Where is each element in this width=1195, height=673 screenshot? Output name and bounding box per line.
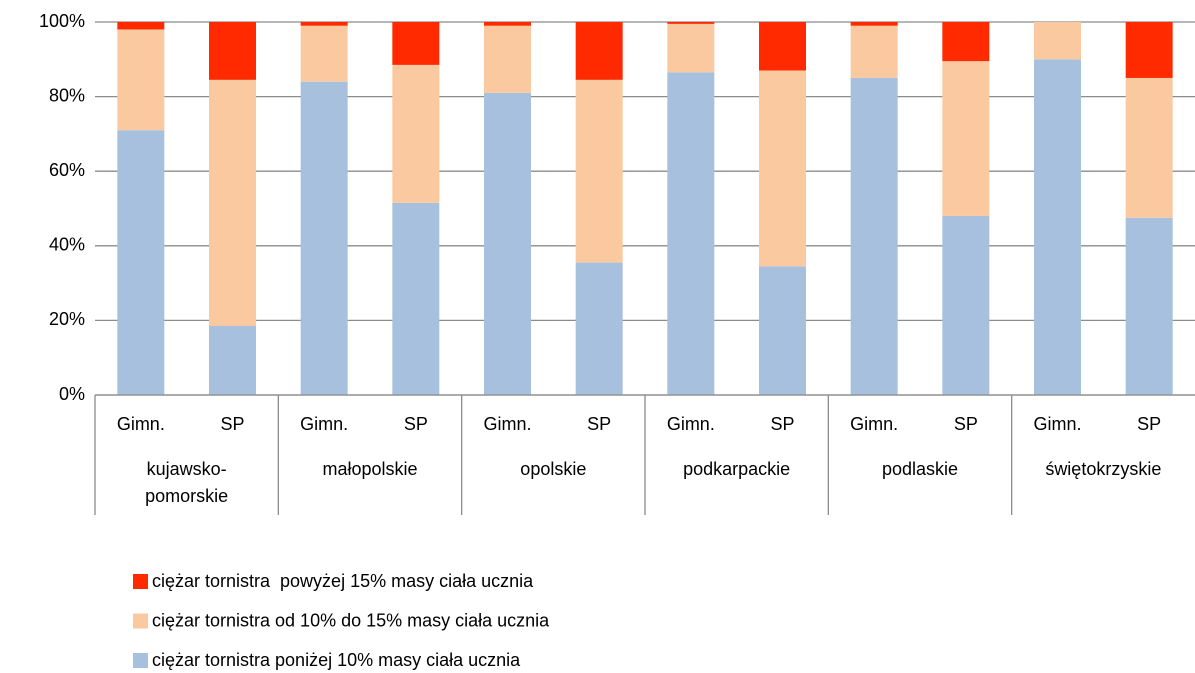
bar-segment: [117, 22, 165, 30]
y-tick-label: 20%: [49, 309, 85, 329]
bar-segment: [1034, 22, 1081, 60]
bar-segment: [575, 22, 623, 80]
bar-segment: [575, 79, 623, 263]
x-tick-label: SP: [954, 414, 978, 434]
y-tick-label: 40%: [49, 235, 85, 255]
bar-segment: [209, 325, 256, 395]
legend-label: ciężar tornistra powyżej 15% masy ciała …: [152, 571, 534, 591]
bar-segment: [300, 22, 348, 26]
bar-segment: [117, 130, 165, 396]
bar-segment: [484, 22, 531, 26]
bar-segment: [850, 77, 898, 395]
bar-segment: [667, 72, 715, 395]
bar-segment: [942, 215, 990, 395]
bar-segment: [209, 79, 256, 326]
x-tick-label: Gimn.: [1033, 414, 1081, 434]
bar-segment: [667, 23, 715, 73]
group-label: świętokrzyskie: [1045, 459, 1162, 479]
bar-segment: [300, 81, 348, 396]
bar-segment: [1034, 59, 1081, 396]
bar-segment: [117, 29, 165, 131]
bar-segment: [942, 22, 990, 62]
y-tick-label: 80%: [49, 85, 85, 105]
x-tick-label: SP: [404, 414, 428, 434]
legend-label: ciężar tornistra poniżej 10% masy ciała …: [152, 650, 521, 670]
y-tick-label: 60%: [49, 160, 85, 180]
legend-swatch: [133, 653, 148, 668]
x-tick-label: Gimn.: [483, 414, 531, 434]
x-tick-label: SP: [220, 414, 244, 434]
x-tick-label: SP: [770, 414, 794, 434]
bar-segment: [850, 22, 898, 26]
y-tick-label: 100%: [39, 11, 85, 31]
bar-segment: [1125, 217, 1173, 395]
x-tick-label: SP: [587, 414, 611, 434]
legend-label: ciężar tornistra od 10% do 15% masy ciał…: [152, 610, 550, 630]
bar-segment: [575, 262, 623, 395]
y-tick-label: 0%: [59, 384, 85, 404]
x-tick-label: Gimn.: [667, 414, 715, 434]
x-tick-label: Gimn.: [850, 414, 898, 434]
group-label: opolskie: [520, 459, 587, 479]
x-tick-label: Gimn.: [117, 414, 165, 434]
legend-swatch: [133, 574, 148, 589]
group-label: małopolskie: [322, 459, 418, 479]
bar-segment: [759, 266, 806, 395]
bar-segment: [942, 61, 990, 216]
bar-segment: [209, 22, 256, 80]
bar-segment: [392, 64, 440, 203]
bar-segment: [759, 70, 806, 267]
x-tick-label: Gimn.: [300, 414, 348, 434]
bar-segment: [484, 92, 531, 396]
bar-segment: [850, 25, 898, 78]
bar-segment: [300, 25, 348, 82]
group-label: podlaskie: [881, 459, 959, 479]
bar-segment: [1125, 22, 1173, 78]
bar-segment: [392, 22, 440, 65]
bar-segment: [1125, 77, 1173, 218]
bar-segment: [392, 202, 440, 395]
legend-swatch: [133, 613, 148, 629]
bar-segment: [759, 22, 806, 71]
group-label: kujawsko-pomorskie: [145, 459, 229, 506]
bar-segment: [484, 25, 531, 93]
bar-segment: [667, 22, 715, 24]
x-tick-label: SP: [1137, 414, 1161, 434]
group-label: podkarpackie: [683, 459, 791, 479]
